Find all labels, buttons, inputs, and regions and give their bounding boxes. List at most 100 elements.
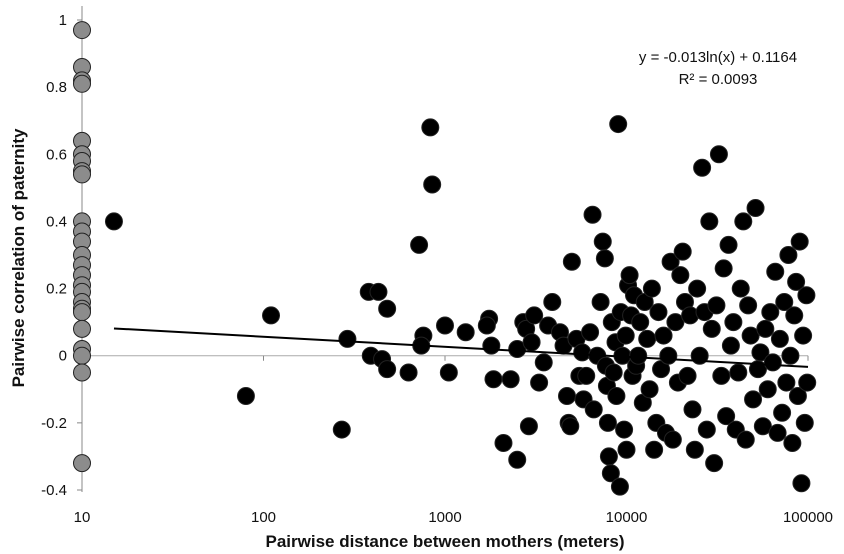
pair-point (577, 366, 596, 385)
pair-point (543, 293, 562, 311)
pair-point (236, 387, 255, 405)
zero-distance-points (73, 21, 91, 473)
pair-point (522, 333, 541, 352)
pair-point (761, 303, 780, 322)
pair-point (788, 387, 807, 405)
pair-point (599, 447, 618, 466)
pair-point (593, 232, 612, 251)
pair-point (685, 440, 704, 459)
pair-point (773, 403, 792, 422)
pair-point (456, 323, 475, 342)
pair-point (557, 387, 576, 405)
pair-point (798, 373, 817, 392)
pair-point (717, 407, 736, 426)
pair-point (741, 326, 760, 345)
pair-point (410, 235, 429, 254)
pair-point (399, 363, 418, 382)
pair-point (659, 346, 678, 365)
pair-point (770, 329, 789, 348)
zero-distance-point (73, 165, 91, 184)
pair-point (666, 313, 685, 332)
zero-distance-point (73, 454, 91, 473)
pair-point (562, 252, 581, 271)
x-tick-label: 10000 (606, 509, 648, 526)
pair-point (702, 319, 721, 338)
pair-point (790, 232, 809, 251)
pair-point (501, 370, 520, 389)
pair-point (751, 343, 770, 362)
pair-point (421, 118, 440, 137)
y-axis-title: Pairwise correlation of paternity (9, 128, 28, 387)
zero-distance-point (73, 303, 91, 322)
pair-point (736, 430, 755, 449)
pair-point (661, 252, 680, 271)
pair-point (519, 417, 538, 436)
trendline-layer (113, 327, 809, 368)
pair-point (378, 360, 397, 379)
pair-point (746, 199, 765, 217)
pair-point (598, 413, 617, 432)
zero-distance-point (73, 74, 91, 93)
x-axis-title: Pairwise distance between mothers (meter… (265, 532, 624, 551)
pair-point (615, 420, 634, 439)
zero-distance-point (73, 21, 91, 40)
pair-point (482, 336, 501, 355)
pair-point (378, 299, 397, 318)
pair-point (709, 145, 728, 164)
y-tick-label: -0.2 (41, 415, 67, 432)
pair-point (508, 450, 527, 469)
pair-point (758, 380, 777, 399)
y-tick-label: -0.4 (41, 482, 67, 499)
x-tick-label: 10 (74, 509, 91, 526)
pair-point (697, 420, 716, 439)
pair-point (332, 420, 351, 439)
pair-point (775, 293, 794, 311)
pair-point (721, 336, 740, 355)
axes: -0.4 -0.2 0 0.2 0.4 0.6 0.8 1 10 100 1000 10000 1000… (41, 6, 833, 526)
pair-point (781, 346, 800, 365)
pair-point (573, 343, 592, 362)
pair-point (787, 272, 806, 291)
pair-point (631, 313, 650, 332)
pair-point (616, 326, 635, 345)
pair-point (104, 212, 123, 231)
pair-point (724, 313, 743, 332)
pair-point (671, 266, 690, 285)
pair-point (439, 363, 458, 382)
pair-point (693, 158, 712, 177)
pair-point (712, 366, 731, 385)
pair-point (581, 323, 600, 342)
pair-point (620, 266, 639, 285)
pair-point (649, 303, 668, 322)
pair-point (797, 286, 816, 305)
pair-point (525, 306, 544, 325)
pair-point (688, 279, 707, 298)
pair-point (638, 329, 657, 348)
pair-point (714, 259, 733, 278)
pair-point (783, 434, 802, 452)
pair-point (707, 296, 726, 315)
y-tick-label: 0.6 (46, 146, 67, 163)
pair-point (609, 115, 628, 134)
pair-point (595, 249, 614, 268)
pair-point (436, 316, 454, 335)
pair-point (369, 282, 388, 301)
zero-distance-point (73, 346, 91, 365)
pair-point (731, 279, 750, 298)
trendline-r2: R² = 0.0093 (679, 71, 758, 88)
pair-point (763, 353, 782, 372)
pair-point (753, 417, 772, 436)
pair-point (604, 363, 623, 382)
pair-point (645, 440, 664, 459)
pair-point (663, 430, 682, 449)
y-tick-label: 0 (59, 348, 67, 365)
pair-point (601, 464, 620, 483)
pair-point (338, 329, 357, 348)
pair-point (700, 212, 719, 231)
x-tick-label: 100000 (783, 509, 833, 526)
zero-distance-point (73, 363, 91, 382)
pair-point (785, 306, 804, 325)
pair-point (484, 370, 503, 389)
pair-point (729, 363, 748, 382)
pair-point (734, 212, 753, 231)
